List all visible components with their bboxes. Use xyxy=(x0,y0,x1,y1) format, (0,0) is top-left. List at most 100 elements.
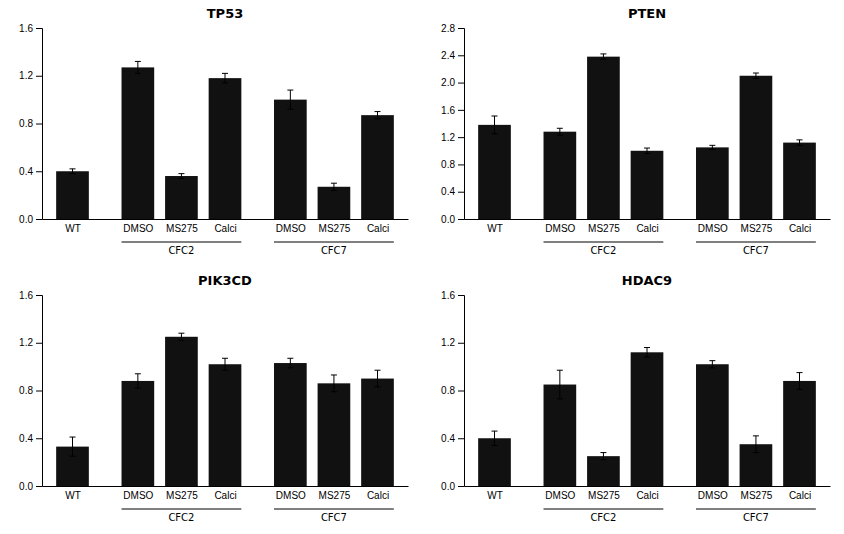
x-tick: WT xyxy=(65,490,81,501)
x-tick: MS275 xyxy=(319,490,351,501)
y-tick-mark xyxy=(458,219,464,220)
y-tick-label: 2.0 xyxy=(441,77,455,88)
x-tick-label: Calci xyxy=(367,223,389,234)
x-tick: WT xyxy=(487,490,503,501)
error-bar xyxy=(492,431,498,445)
y-tick-mark xyxy=(36,343,42,344)
subplot: 0.00.40.81.21.6WTDMSOMS275CalciDMSOMS275… xyxy=(19,273,408,523)
y-tick: 0.4 xyxy=(441,433,464,444)
error-bar xyxy=(644,148,650,153)
y-axis: 0.00.40.81.21.6 xyxy=(19,23,42,225)
y-tick-mark xyxy=(458,28,464,29)
group-bracket xyxy=(544,509,664,510)
x-tick: MS275 xyxy=(166,223,198,234)
y-tick-label: 0.8 xyxy=(19,385,33,396)
bar xyxy=(587,57,620,219)
bar xyxy=(56,171,89,219)
subplot: 0.00.40.81.21.62.02.42.8WTDMSOMS275Calci… xyxy=(441,6,830,256)
y-tick-label: 0.4 xyxy=(441,186,455,197)
error-bar xyxy=(70,169,76,174)
x-tick: Calci xyxy=(789,223,811,234)
y-tick: 2.4 xyxy=(441,50,464,61)
y-tick: 1.6 xyxy=(441,105,464,116)
bar xyxy=(209,364,242,486)
x-tick: MS275 xyxy=(588,223,620,234)
y-tick-label: 0.4 xyxy=(441,433,455,444)
error-bar xyxy=(135,374,141,388)
x-tick: MS275 xyxy=(741,490,773,501)
y-axis: 0.00.40.81.21.6 xyxy=(19,290,42,492)
x-axis: WTDMSOMS275CalciDMSOMS275Calci xyxy=(465,487,831,502)
x-tick-label: Calci xyxy=(214,223,236,234)
bar xyxy=(318,187,351,219)
y-axis: 0.00.40.81.21.6 xyxy=(441,290,464,492)
y-tick-mark xyxy=(458,295,464,296)
y-axis-line xyxy=(458,296,465,487)
error-bar xyxy=(557,370,563,399)
x-tick-label: MS275 xyxy=(741,490,773,501)
x-tick: WT xyxy=(65,223,81,234)
bar xyxy=(478,125,511,219)
y-tick-mark xyxy=(458,110,464,111)
y-tick-label: 0.0 xyxy=(19,214,33,225)
error-bar xyxy=(375,112,381,119)
y-tick: 0.4 xyxy=(441,186,464,197)
x-tick-label: Calci xyxy=(367,490,389,501)
subplot: 0.00.40.81.21.6WTDMSOMS275CalciDMSOMS275… xyxy=(19,6,408,256)
x-tick: MS275 xyxy=(588,490,620,501)
y-tick-label: 1.6 xyxy=(19,290,33,301)
x-tick-label: Calci xyxy=(214,490,236,501)
group-label: CFC2 xyxy=(168,512,194,523)
x-tick: Calci xyxy=(367,223,389,234)
x-tick-label: Calci xyxy=(636,223,658,234)
y-tick: 0.4 xyxy=(19,433,42,444)
bar xyxy=(740,76,773,219)
y-tick-label: 0.4 xyxy=(19,433,33,444)
error-bar xyxy=(753,73,759,78)
bar xyxy=(696,364,729,486)
y-tick-label: 1.2 xyxy=(19,70,33,81)
group-label: CFC2 xyxy=(168,245,194,256)
y-tick-mark xyxy=(36,295,42,296)
bar xyxy=(274,363,307,486)
bar xyxy=(361,379,394,486)
group-label: CFC2 xyxy=(590,512,616,523)
y-axis-line xyxy=(36,296,43,487)
bar xyxy=(696,147,729,219)
y-tick-mark xyxy=(36,76,42,77)
error-bar xyxy=(753,436,759,453)
x-axis-line xyxy=(43,486,409,487)
y-tick-label: 1.6 xyxy=(441,105,455,116)
error-bar xyxy=(797,140,803,145)
marks xyxy=(478,348,816,486)
x-tick-label: DMSO xyxy=(123,490,153,501)
y-axis-line xyxy=(36,29,43,220)
title: HDAC9 xyxy=(622,273,672,288)
x-tick: DMSO xyxy=(698,223,728,234)
x-tick-label: DMSO xyxy=(276,490,306,501)
y-axis: 0.00.40.81.21.62.02.42.8 xyxy=(441,23,464,225)
y-tick-label: 0.0 xyxy=(441,214,455,225)
x-tick: Calci xyxy=(214,490,236,501)
x-tick-label: MS275 xyxy=(741,223,773,234)
x-tick-label: MS275 xyxy=(588,223,620,234)
y-tick-mark xyxy=(36,486,42,487)
error-bar xyxy=(331,183,337,190)
y-tick-mark xyxy=(458,192,464,193)
y-tick-label: 2.4 xyxy=(441,50,455,61)
bar xyxy=(544,385,577,486)
y-tick-mark xyxy=(458,391,464,392)
group-label: CFC7 xyxy=(321,512,347,523)
marks xyxy=(56,61,394,219)
x-tick: Calci xyxy=(214,223,236,234)
x-tick-label: MS275 xyxy=(588,490,620,501)
y-tick: 0.4 xyxy=(19,166,42,177)
error-bar xyxy=(492,116,498,134)
x-tick: MS275 xyxy=(319,223,351,234)
x-axis: WTDMSOMS275CalciDMSOMS275Calci xyxy=(465,220,831,235)
bar xyxy=(209,78,242,219)
y-tick-mark xyxy=(458,55,464,56)
x-tick: Calci xyxy=(636,223,658,234)
x-tick: MS275 xyxy=(166,490,198,501)
y-tick: 1.2 xyxy=(441,132,464,143)
